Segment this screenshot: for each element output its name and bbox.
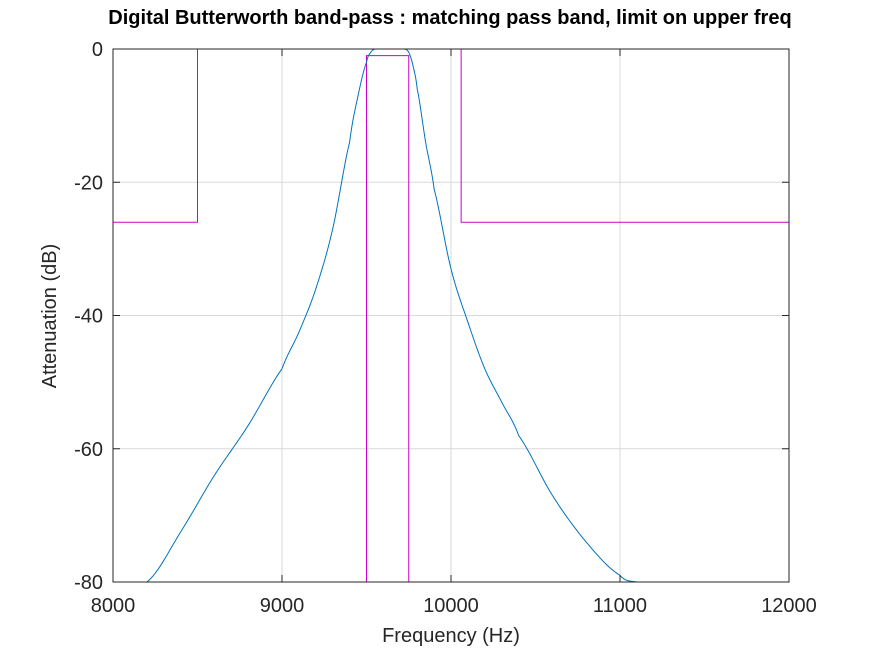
y-axis-label: Attenuation (dB)	[39, 244, 61, 389]
y-tick-label: -80	[74, 572, 103, 594]
y-tick-label: -60	[74, 439, 103, 461]
y-tick-label: -20	[74, 172, 103, 194]
x-tick-label: 9000	[260, 595, 305, 617]
x-axis-label: Frequency (Hz)	[382, 625, 520, 647]
x-tick-label: 10000	[423, 595, 479, 617]
y-tick-label: -40	[74, 306, 103, 328]
passband-mask-line	[366, 55, 410, 582]
x-tick-label: 11000	[593, 595, 647, 617]
y-tick-label: 0	[92, 39, 103, 61]
x-tick-label: 8000	[91, 595, 136, 617]
chart-title: Digital Butterworth band-pass : matching…	[108, 7, 791, 29]
x-tick-label: 12000	[761, 595, 817, 617]
ticks: 8000 9000 10000 11000 12000 0 -20 -40 -60 -80	[74, 39, 817, 617]
